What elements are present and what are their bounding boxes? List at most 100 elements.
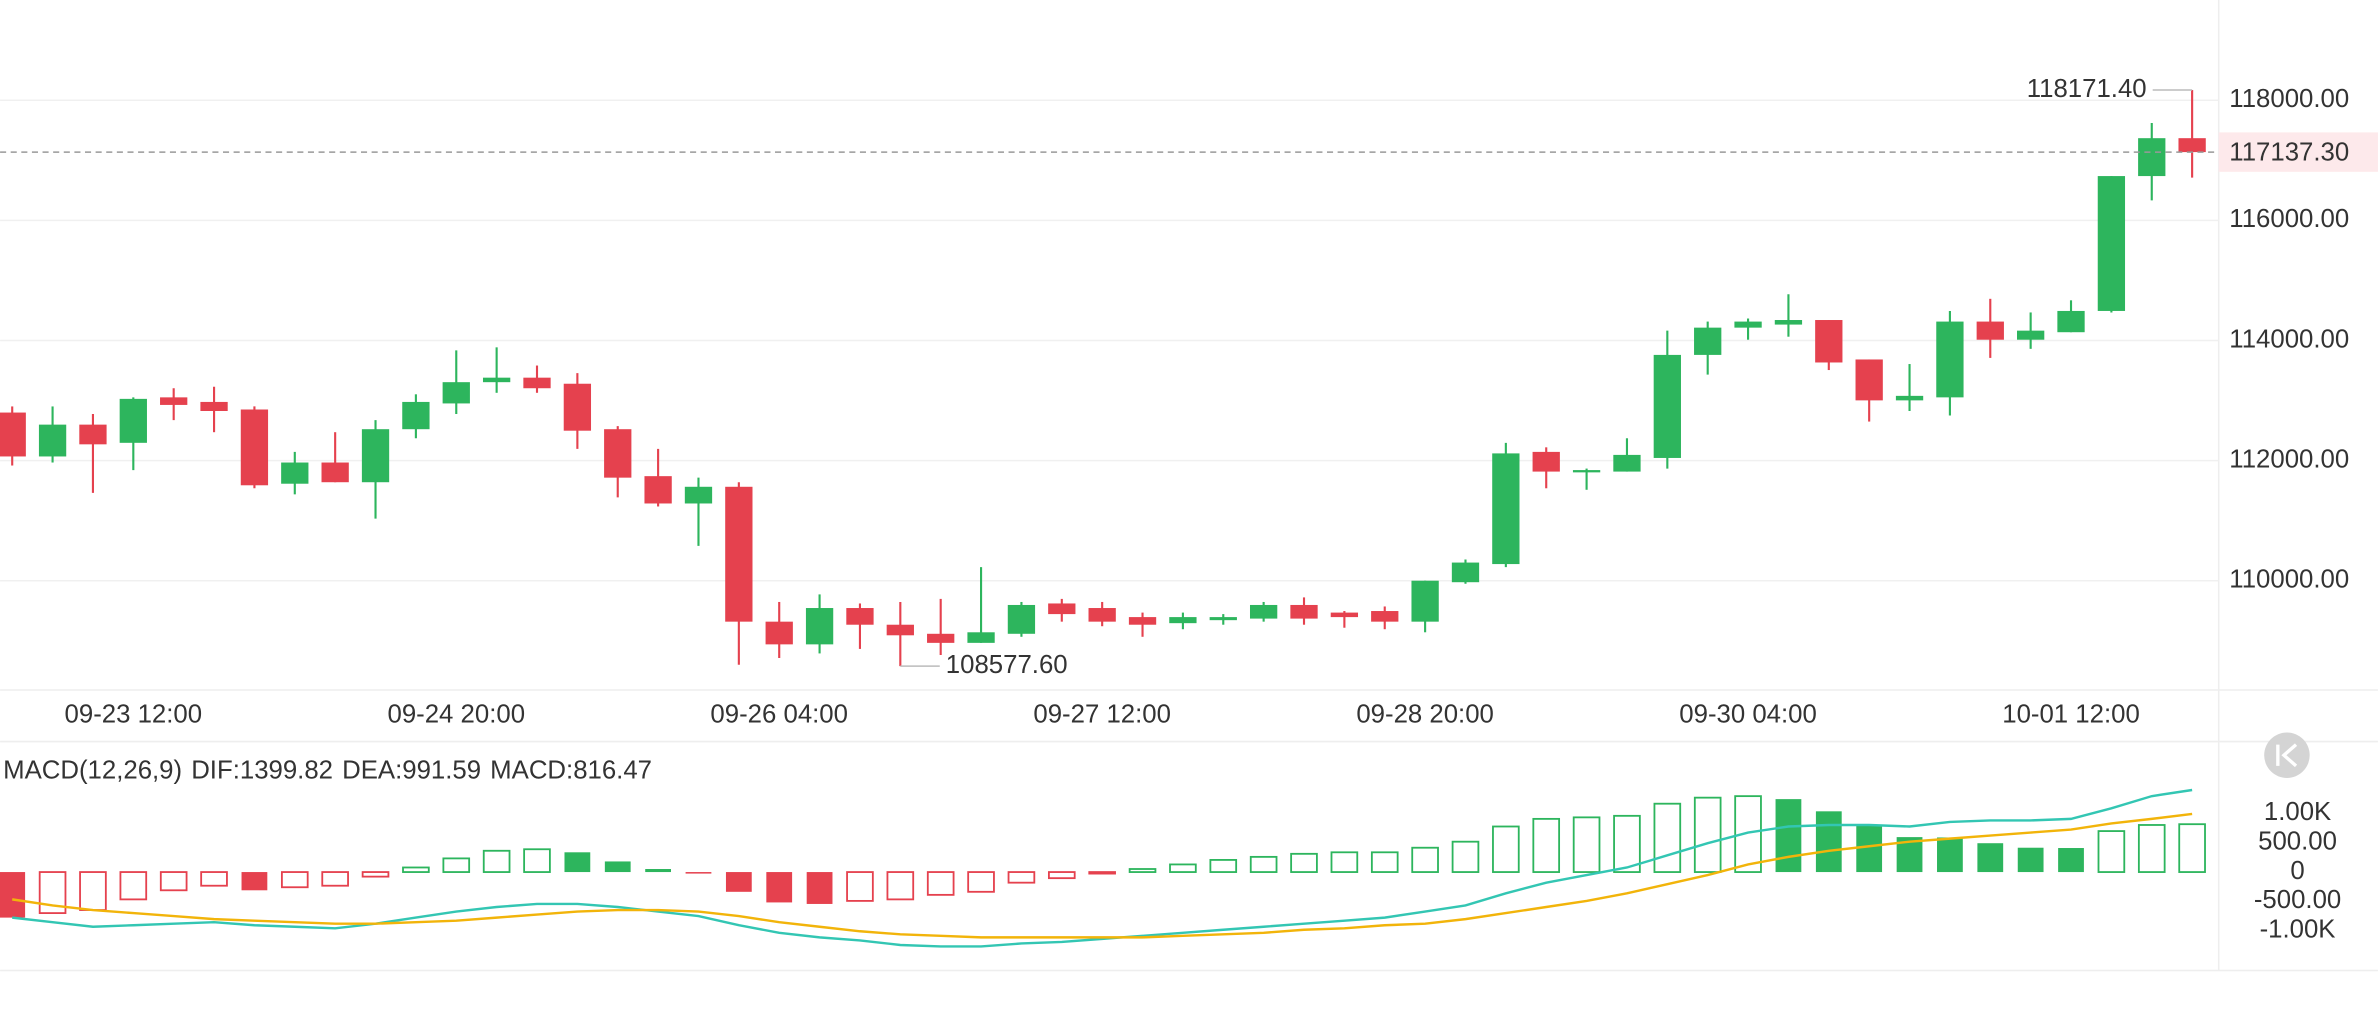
max-label: 118171.40	[2027, 75, 2147, 103]
macd-bar	[280, 871, 309, 889]
candle-body	[1653, 354, 1681, 458]
macd-bar	[1937, 837, 1963, 873]
candle-body	[604, 429, 632, 478]
x-tick-label: 10-01 12:00	[2002, 701, 2140, 729]
macd-line	[12, 812, 2193, 939]
candle-body	[1209, 617, 1237, 621]
candle-body	[886, 624, 914, 636]
macd-bar	[0, 872, 26, 918]
macd-bar	[1411, 846, 1439, 873]
candle-body	[1451, 562, 1480, 583]
macd-bar	[766, 872, 793, 903]
candle-body	[200, 401, 228, 411]
candle-body	[1169, 617, 1197, 624]
x-tick-label: 09-24 20:00	[387, 701, 525, 729]
candle-body	[563, 383, 592, 431]
candle-body	[644, 476, 672, 504]
macd-bar	[200, 871, 228, 887]
macd-bar	[967, 871, 995, 893]
candle-body	[361, 429, 390, 483]
macd-bar	[1169, 863, 1197, 873]
candle-body	[1492, 453, 1520, 565]
macd-bar	[2178, 823, 2206, 873]
macd-bar	[1775, 799, 1802, 873]
candle-body	[1007, 604, 1036, 634]
y-tick-label: 110000.00	[2229, 566, 2349, 594]
candle-body	[967, 632, 995, 643]
candle-body	[1088, 608, 1116, 622]
candle-body	[1572, 470, 1601, 473]
candle-body	[1128, 617, 1157, 625]
candle-body	[1532, 451, 1560, 472]
macd-bar	[1088, 871, 1116, 875]
macd-bar	[886, 871, 915, 901]
y-tick-label: 112000.00	[2229, 445, 2349, 473]
min-label: 108577.60	[946, 651, 1068, 679]
macd-bar	[1330, 851, 1359, 873]
x-tick-label: 09-28 20:00	[1356, 701, 1494, 729]
x-tick-label: 09-27 12:00	[1033, 701, 1171, 729]
candle-body	[1613, 454, 1641, 472]
candle-body	[1048, 603, 1076, 615]
x-tick-label: 09-26 04:00	[710, 701, 848, 729]
macd-bar	[523, 848, 551, 873]
last-price-badge	[2218, 132, 2378, 172]
candle-body	[2057, 310, 2085, 333]
macd-bar	[1572, 816, 1601, 873]
candle-body	[1371, 611, 1399, 622]
legend-label: MACD:816.47	[490, 757, 652, 785]
macd-bar	[806, 872, 833, 904]
candle-body	[79, 424, 107, 445]
candle-body	[2097, 176, 2126, 311]
macd-bar	[402, 866, 430, 873]
collapse-button[interactable]	[2264, 732, 2310, 778]
candle-body	[0, 412, 26, 457]
button-icon	[2276, 743, 2298, 768]
candle-body	[1936, 321, 1964, 398]
y-tick-label: 118000.00	[2229, 85, 2349, 113]
button-circle	[2264, 732, 2310, 778]
candle-body	[1976, 321, 2004, 340]
candle-body	[119, 398, 147, 443]
candle-body	[805, 608, 834, 645]
candle-body	[2178, 138, 2206, 153]
macd-bar	[159, 871, 188, 892]
y-tick-label: -1.00K	[2260, 915, 2336, 943]
candle-body	[240, 409, 269, 486]
candle-body	[765, 621, 793, 645]
candle-body	[1330, 612, 1359, 618]
candle-body	[846, 608, 874, 625]
candle-body	[1855, 359, 1883, 401]
macd-bar	[725, 872, 752, 892]
candle-body	[1290, 604, 1318, 619]
macd-bar	[2058, 848, 2084, 873]
y-tick-label: 1.00K	[2264, 798, 2331, 826]
x-tick-label: 09-30 04:00	[1679, 701, 1817, 729]
x-tick-label: 09-23 12:00	[65, 701, 203, 729]
macd-bar	[361, 871, 390, 878]
macd-bar	[1128, 868, 1157, 873]
macd-bar	[1977, 843, 2004, 873]
macd-bar	[321, 871, 349, 887]
macd-bar	[79, 871, 107, 911]
macd-bar	[1653, 802, 1682, 873]
candle-body	[281, 462, 309, 484]
macd-bar	[1290, 852, 1318, 873]
y-tick-label: -500.00	[2254, 886, 2341, 914]
macd-bar	[2137, 824, 2166, 873]
candle-body	[1815, 320, 1843, 363]
y-tick-label: 114000.00	[2229, 325, 2349, 353]
macd-bar	[119, 871, 148, 901]
candle-body	[1694, 327, 1722, 355]
indicator-label: MACD(12,26,9)	[3, 757, 182, 785]
candle-body	[1734, 321, 1762, 328]
candle-body	[1249, 604, 1278, 619]
legend-label: DIF:1399.82	[191, 757, 333, 785]
macd-bar	[604, 861, 631, 873]
macd-bar	[645, 869, 671, 873]
macd-bar	[1007, 871, 1036, 884]
macd-bar	[1613, 814, 1641, 873]
macd-bar	[1209, 859, 1238, 873]
